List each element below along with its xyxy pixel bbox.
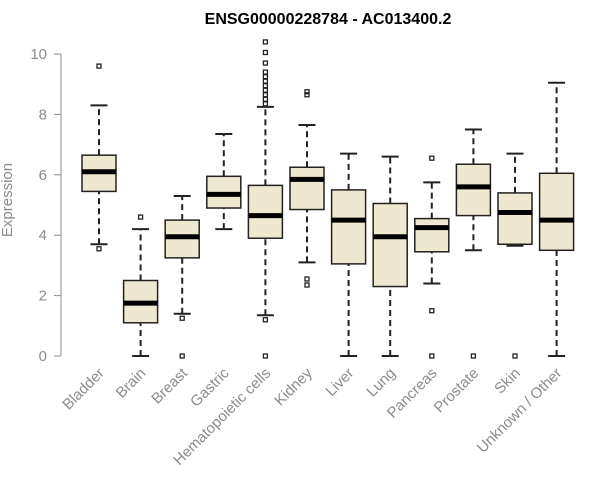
box-iqr bbox=[497, 192, 533, 246]
outlier-point bbox=[137, 214, 144, 220]
box-kidney bbox=[289, 89, 325, 288]
x-tick-label: Brain bbox=[113, 365, 150, 402]
outlier-point bbox=[262, 353, 269, 359]
y-axis: 0 2 4 6 8 10 bbox=[30, 46, 62, 365]
box-iqr bbox=[414, 217, 450, 253]
box-bladder bbox=[81, 63, 117, 252]
x-tick-label: Prostate bbox=[431, 365, 483, 417]
x-tick-label: Lung bbox=[363, 365, 399, 401]
box-pancreas bbox=[414, 155, 450, 359]
outlier-point bbox=[262, 96, 269, 102]
outlier-point bbox=[512, 353, 518, 359]
y-tick-label: 2 bbox=[39, 288, 47, 305]
box-iqr bbox=[372, 202, 408, 288]
box-iqr bbox=[538, 172, 575, 252]
outlier-point bbox=[179, 315, 185, 321]
y-tick-label: 0 bbox=[39, 348, 47, 365]
outlier-point bbox=[429, 353, 435, 359]
y-axis-label: Expression bbox=[0, 163, 16, 237]
outlier-point bbox=[304, 276, 310, 282]
outlier-point bbox=[304, 89, 310, 95]
x-tick-label: Bladder bbox=[59, 365, 108, 414]
x-tick-label: Liver bbox=[322, 365, 357, 400]
y-tick-label: 4 bbox=[39, 227, 47, 244]
box-prostate bbox=[455, 128, 492, 359]
outlier-point bbox=[429, 308, 435, 314]
outlier-point bbox=[262, 78, 269, 84]
outlier-point bbox=[262, 83, 269, 89]
outlier-point bbox=[262, 39, 269, 45]
outlier-point bbox=[262, 87, 269, 93]
x-tick-label: Skin bbox=[491, 365, 524, 398]
outlier-point bbox=[96, 246, 102, 252]
boxes-layer bbox=[81, 39, 575, 359]
y-tick-label: 10 bbox=[30, 46, 47, 63]
box-lung bbox=[372, 155, 408, 357]
outlier-point bbox=[304, 92, 310, 98]
outlier-point bbox=[96, 63, 102, 69]
outlier-point bbox=[262, 317, 269, 323]
outlier-point bbox=[262, 49, 269, 56]
outlier-point bbox=[262, 74, 269, 80]
box-skin bbox=[497, 152, 533, 359]
outlier-point bbox=[304, 282, 310, 288]
y-tick-label: 8 bbox=[39, 106, 47, 123]
box-iqr bbox=[247, 184, 284, 239]
outlier-point bbox=[262, 101, 269, 107]
box-hematopoietic-cells bbox=[247, 39, 284, 359]
box-breast bbox=[164, 194, 200, 359]
outlier-point bbox=[470, 353, 477, 359]
box-gastric bbox=[206, 133, 242, 231]
outlier-point bbox=[262, 69, 269, 75]
box-brain bbox=[122, 214, 159, 357]
box-iqr bbox=[330, 189, 367, 265]
outlier-point bbox=[262, 60, 269, 66]
x-tick-label: Kidney bbox=[271, 364, 316, 409]
chart-title: ENSG00000228784 - AC013400.2 bbox=[205, 11, 452, 28]
outlier-point bbox=[262, 92, 269, 98]
box-iqr bbox=[289, 166, 325, 211]
x-tick-label: Breast bbox=[148, 364, 191, 407]
box-liver bbox=[330, 152, 367, 357]
box-unknown-other bbox=[538, 81, 575, 357]
y-tick-label: 6 bbox=[39, 167, 47, 184]
box-iqr bbox=[455, 163, 492, 217]
outlier-point bbox=[179, 353, 185, 359]
outlier-point bbox=[429, 155, 435, 161]
